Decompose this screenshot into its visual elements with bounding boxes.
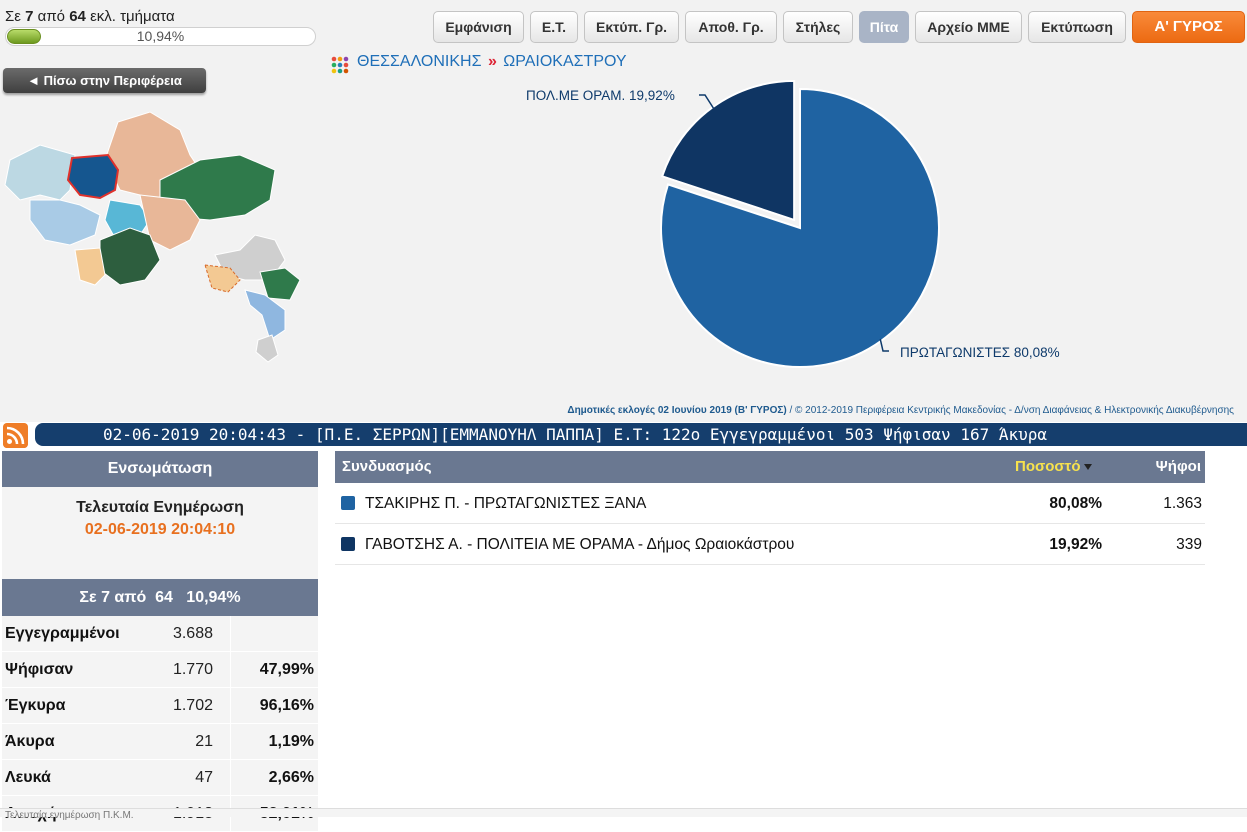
ticker-text: 02-06-2019 20:04:43 - [Π.Ε. ΣΕΡΡΩΝ][ΕΜΜΑ… (103, 425, 1048, 444)
columns-button[interactable]: Στήλες (783, 11, 853, 43)
breadcrumb-parent[interactable]: ΘΕΣΣΑΛΟΝΙΚΗΣ (357, 53, 482, 70)
coalition-name: ΤΣΑΚΙΡΗΣ Π. - ΠΡΩΤΑΓΩΝΙΣΤΕΣ ΞΑΝΑ (365, 495, 647, 512)
incorporation-header: Ενσωμάτωση (2, 451, 318, 487)
color-swatch (341, 496, 355, 510)
region-map[interactable] (0, 100, 320, 370)
stat-divider (230, 652, 231, 688)
stat-label: Ψήφισαν (5, 661, 74, 678)
stat-value: 47 (195, 769, 213, 786)
stat-percent: 47,99% (259, 661, 314, 678)
stat-value: 21 (195, 733, 213, 750)
breadcrumb-current: ΩΡΑΙΟΚΑΣΤΡΟΥ (503, 53, 627, 70)
stat-row: Λευκά 47 2,66% (2, 760, 318, 796)
results-table: Συνδυασμός Ποσοστό Ψήφοι ΤΣΑΚΙΡΗΣ Π. - Π… (335, 451, 1205, 565)
dots-logo-icon (331, 56, 349, 74)
coalition-votes: 339 (1176, 536, 1202, 553)
progress-fill (7, 29, 41, 44)
stat-value: 1.770 (172, 661, 213, 678)
coalition-percent: 80,08% (1049, 495, 1102, 512)
map-area-east-green-small[interactable] (259, 267, 301, 301)
stat-divider (230, 760, 231, 796)
incorporation-panel: Ενσωμάτωση Τελευταία Ενημέρωση 02-06-201… (2, 451, 318, 832)
results-header: Συνδυασμός Ποσοστό Ψήφοι (335, 451, 1205, 483)
news-ticker: 02-06-2019 20:04:43 - [Π.Ε. ΣΕΡΡΩΝ][ΕΜΜΑ… (35, 423, 1247, 446)
map-area-south-west[interactable] (74, 247, 106, 286)
stat-row: Εγγεγραμμένοι 3.688 (2, 616, 318, 652)
et-button[interactable]: Ε.Τ. (530, 11, 578, 43)
media-archive-button[interactable]: Αρχείο ΜΜΕ (915, 11, 1022, 43)
map-area-east-orange[interactable] (204, 264, 241, 293)
map-area-chalkidiki-tip[interactable] (255, 334, 279, 363)
counted-sections-header: Σε 7 από 64 10,94% (2, 579, 318, 616)
breadcrumb: ΘΕΣΣΑΛΟΝΙΚΗΣ » ΩΡΑΙΟΚΑΣΤΡΟΥ (357, 53, 627, 71)
coalition-column-header[interactable]: Συνδυασμός (342, 458, 432, 475)
pie-chart (660, 80, 940, 368)
first-round-button[interactable]: Α' ΓΥΡΟΣ (1132, 11, 1245, 43)
sort-desc-icon (1083, 464, 1092, 471)
percent-column-header[interactable]: Ποσοστό (1015, 451, 1092, 483)
stat-row: Άκυρα 21 1,19% (2, 724, 318, 760)
bottom-text: Τελευταία ενημέρωση Π.Κ.Μ. (5, 810, 134, 821)
coalition-percent: 19,92% (1049, 536, 1102, 553)
color-swatch (341, 537, 355, 551)
map-area-west[interactable] (4, 144, 76, 201)
print-graph-button[interactable]: Εκτύπ. Γρ. (584, 11, 679, 43)
map-area-chalkidiki[interactable] (244, 289, 286, 341)
stat-percent: 2,66% (268, 769, 314, 786)
stat-divider (230, 724, 231, 760)
results-rows: ΤΣΑΚΙΡΗΣ Π. - ΠΡΩΤΑΓΩΝΙΣΤΕΣ ΞΑΝΑ 80,08% 1.… (335, 483, 1205, 565)
stat-percent: 1,19% (268, 733, 314, 750)
pie-label-pol-me-oram: ΠΟΛ.ΜΕ ΟΡΑΜ. 19,92% (526, 88, 675, 103)
rss-icon[interactable] (3, 423, 28, 448)
stat-label: Έγκυρα (5, 697, 66, 714)
stat-value: 3.688 (172, 625, 213, 642)
stat-label: Λευκά (5, 769, 51, 786)
back-to-region-button[interactable]: ◄ Πίσω στην Περιφέρεια (3, 68, 206, 93)
coalition-votes: 1.363 (1163, 495, 1202, 512)
coalition-name: ΓΑΒΟΤΣΗΣ Α. - ΠΟΛΙΤΕΙΑ ΜΕ ΟΡΑΜΑ - Δήμος … (365, 536, 795, 553)
map-area-west-south[interactable] (29, 199, 101, 246)
breadcrumb-separator: » (487, 53, 497, 70)
last-update-box: Τελευταία Ενημέρωση 02-06-2019 20:04:10 (2, 487, 318, 579)
top-panel: Σε 7 από 64 εκλ. τμήματα 10,94% ◄ Πίσω σ… (0, 0, 1247, 422)
stat-value: 1.702 (172, 697, 213, 714)
pie-slice-0[interactable] (660, 87, 940, 368)
progress-bar: 10,94% (5, 27, 316, 46)
save-graph-button[interactable]: Αποθ. Γρ. (685, 11, 777, 43)
result-row[interactable]: ΓΑΒΟΤΣΗΣ Α. - ΠΟΛΙΤΕΙΑ ΜΕ ΟΡΑΜΑ - Δήμος … (335, 524, 1205, 565)
stat-row: Ψήφισαν 1.770 47,99% (2, 652, 318, 688)
map-area-south-green[interactable] (99, 227, 161, 286)
print-button[interactable]: Εκτύπωση (1028, 11, 1126, 43)
progress-label: Σε 7 από 64 εκλ. τμήματα (5, 8, 175, 25)
view-button[interactable]: Εμφάνιση (433, 11, 524, 43)
stat-label: Εγγεγραμμένοι (5, 625, 120, 642)
stat-percent: 96,16% (259, 697, 314, 714)
votes-column-header[interactable]: Ψήφοι (1155, 458, 1201, 475)
pie-leader-line-0 (879, 338, 889, 352)
stat-divider (230, 688, 231, 724)
pie-button[interactable]: Πίτα (859, 11, 909, 43)
stat-row: Έγκυρα 1.702 96,16% (2, 688, 318, 724)
bottom-strip (0, 808, 1247, 817)
stats-table: Εγγεγραμμένοι 3.688 Ψήφισαν 1.770 47,99% Έγκυ… (2, 616, 318, 832)
map-area-selected-oraiokastro[interactable] (66, 153, 120, 200)
footer-credit: Δημοτικές εκλογές 02 Ιουνίου 2019 (Β' ΓΥ… (567, 405, 1234, 416)
stat-divider (230, 616, 231, 652)
progress-percent: 10,94% (136, 28, 185, 44)
stat-label: Άκυρα (5, 733, 55, 750)
result-row[interactable]: ΤΣΑΚΙΡΗΣ Π. - ΠΡΩΤΑΓΩΝΙΣΤΕΣ ΞΑΝΑ 80,08% 1.… (335, 483, 1205, 524)
last-update-title: Τελευταία Ενημέρωση (76, 499, 244, 516)
pie-label-protagonistes: ΠΡΩΤΑΓΩΝΙΣΤΕΣ 80,08% (900, 345, 1060, 360)
last-update-time: 02-06-2019 20:04:10 (84, 521, 236, 538)
pie-leader-line-1 (699, 94, 715, 110)
